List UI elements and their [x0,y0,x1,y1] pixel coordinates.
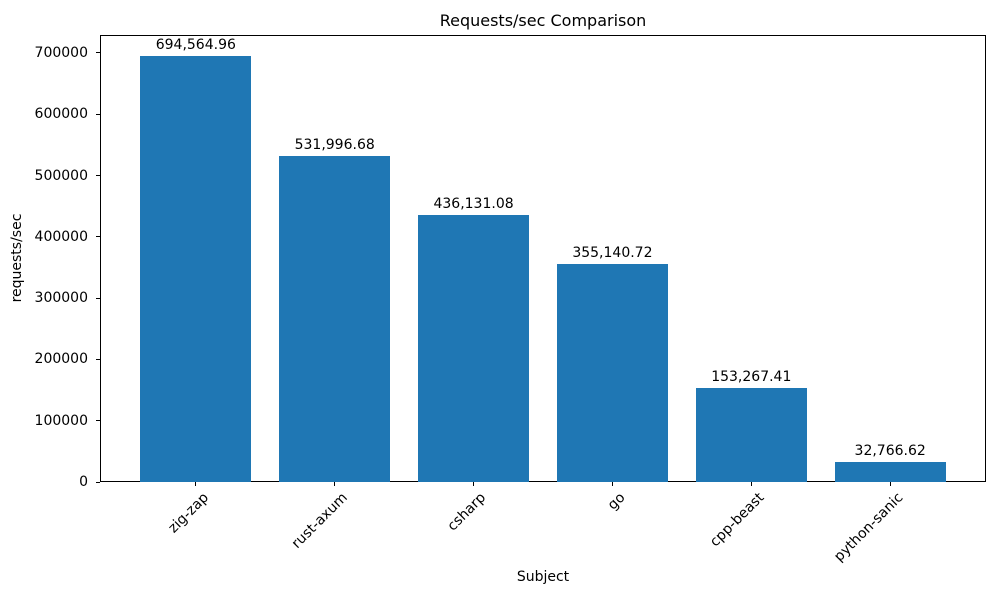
bar-value-label: 436,131.08 [433,195,514,212]
y-tick-mark [96,236,100,238]
bar-rust-axum [279,155,391,482]
y-tick-label: 500000 [34,167,88,184]
y-tick-label: 100000 [34,412,88,429]
y-tick-label: 300000 [34,290,88,307]
x-tick-mark [750,482,752,486]
y-tick-mark [96,113,100,115]
bar-cpp-beast [695,388,807,482]
bar-value-label: 153,267.41 [711,369,792,386]
x-tick-mark [334,482,336,486]
y-tick-label: 400000 [34,228,88,245]
y-tick-label: 700000 [34,44,88,61]
bar-value-label: 32,766.62 [854,442,926,459]
y-tick-mark [96,420,100,422]
x-tick-mark [473,482,475,486]
y-tick-mark [96,175,100,177]
x-tick-label: csharp [444,489,490,535]
bar-value-label: 355,140.72 [572,245,653,262]
y-tick-mark [96,358,100,360]
y-tick-label: 200000 [34,351,88,368]
x-tick-label: python-sanic [831,489,907,565]
x-tick-mark [195,482,197,486]
bar-zig-zap [140,56,252,482]
y-tick-mark [96,481,100,483]
y-tick-label: 600000 [34,106,88,123]
y-tick-mark [96,297,100,299]
x-tick-label: zig-zap [165,489,212,537]
bar-csharp [418,214,530,482]
y-axis-label: requests/sec [9,213,25,303]
x-axis-label: Subject [516,569,570,585]
chart-title: Requests/sec Comparison [439,11,647,30]
bar-python-sanic [834,461,946,482]
x-tick-mark [611,482,613,486]
bar-go [556,264,668,482]
y-tick-mark [96,52,100,54]
x-tick-label: go [604,489,629,514]
y-tick-label: 0 [79,474,88,490]
x-tick-label: cpp-beast [706,489,768,551]
x-tick-mark [889,482,891,486]
x-tick-label: rust-axum [288,489,351,552]
bar-value-label: 694,564.96 [155,37,236,54]
bar-value-label: 531,996.68 [294,136,375,153]
